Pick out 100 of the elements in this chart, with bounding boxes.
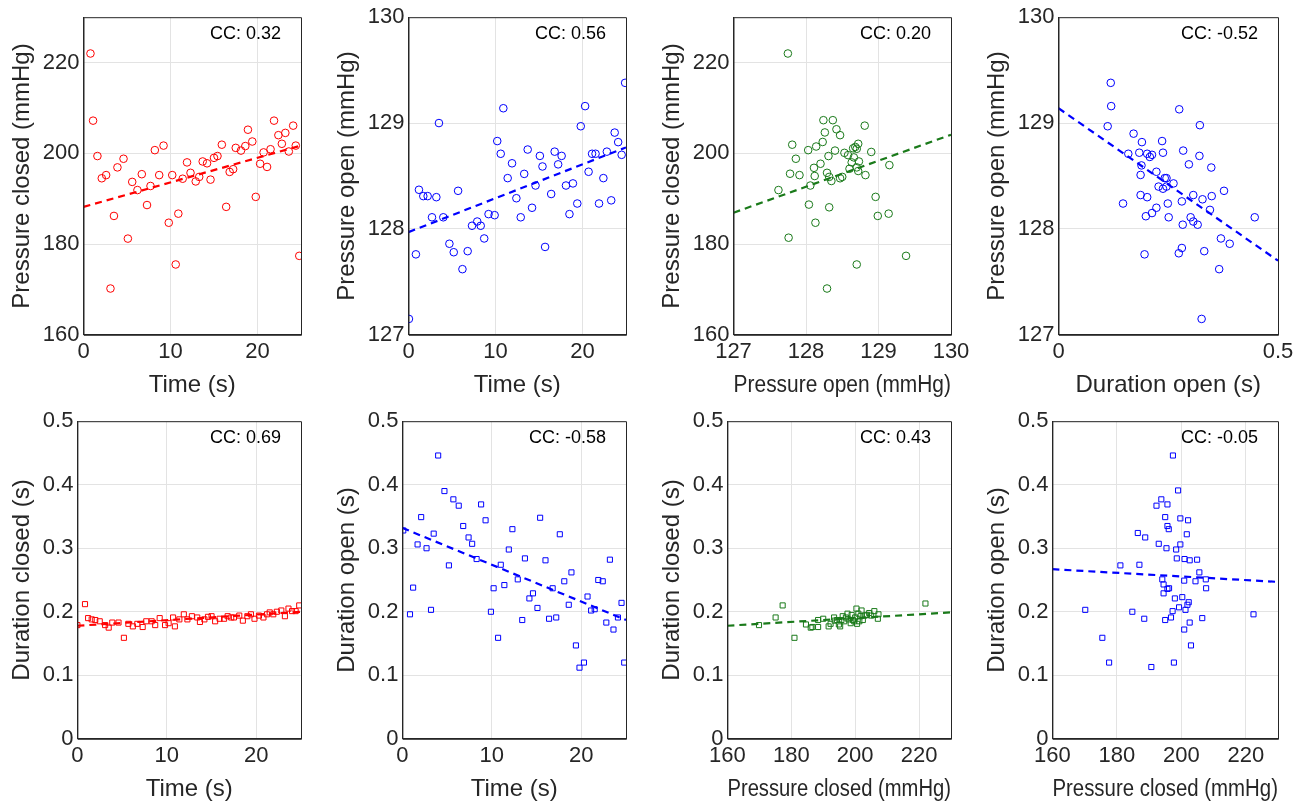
point — [835, 130, 845, 140]
point — [866, 609, 873, 617]
point — [565, 209, 574, 219]
point — [1106, 101, 1116, 111]
annotation: CC: 0.32 — [209, 23, 281, 44]
point — [423, 545, 430, 552]
point — [1195, 151, 1204, 161]
point — [803, 145, 813, 155]
point — [857, 613, 864, 620]
point — [184, 616, 191, 623]
y-tick-label: 0.2 — [1017, 597, 1049, 623]
point — [830, 146, 840, 155]
point — [1142, 534, 1149, 541]
x-tick-label: 200 — [836, 742, 874, 768]
point — [553, 160, 563, 169]
point — [591, 149, 600, 159]
point — [482, 517, 489, 524]
point — [1103, 121, 1112, 131]
point — [1167, 614, 1175, 621]
point — [828, 115, 838, 125]
point — [418, 514, 425, 521]
y-tick-label: 0.3 — [1017, 534, 1049, 560]
point — [1198, 194, 1207, 204]
point — [613, 137, 623, 147]
point — [561, 578, 568, 585]
point — [1179, 594, 1186, 601]
point — [521, 555, 528, 562]
x-axis-title: Pressure closed (mmHg) — [727, 774, 951, 802]
point — [840, 148, 849, 158]
point — [129, 623, 136, 630]
point — [783, 49, 793, 58]
point — [439, 212, 448, 222]
point — [1186, 212, 1195, 222]
point — [255, 612, 263, 619]
point — [458, 264, 467, 274]
y-tick-label: 0.1 — [367, 661, 399, 687]
point — [102, 622, 109, 629]
y-tick-label: 0.3 — [42, 534, 74, 560]
point — [584, 167, 593, 177]
point — [1140, 250, 1149, 259]
point — [1185, 517, 1192, 524]
point — [538, 162, 547, 171]
point — [427, 606, 435, 613]
annotation: CC: 0.56 — [534, 23, 606, 44]
point — [119, 154, 128, 164]
point — [1173, 546, 1180, 553]
point — [101, 170, 111, 180]
point — [861, 170, 870, 180]
point — [576, 664, 583, 671]
point — [171, 260, 181, 269]
point — [196, 618, 203, 625]
point — [427, 212, 437, 222]
point — [1177, 197, 1187, 206]
point — [844, 610, 851, 617]
x-tick-label: 0.5 — [1262, 338, 1294, 364]
point — [1186, 619, 1193, 626]
annotation: CC: 0.43 — [859, 427, 931, 448]
point — [225, 167, 234, 177]
point — [171, 623, 178, 630]
point — [292, 608, 299, 615]
point — [266, 144, 275, 154]
y-tick-label: 128 — [367, 215, 405, 240]
point — [106, 284, 115, 293]
y-tick-label: 0.3 — [367, 534, 399, 560]
point — [162, 622, 169, 629]
point — [1207, 191, 1217, 201]
point — [1158, 148, 1168, 158]
point — [96, 618, 103, 625]
point — [806, 181, 815, 190]
point — [259, 148, 268, 157]
point — [1124, 149, 1133, 159]
point — [1214, 264, 1224, 274]
point — [154, 170, 164, 180]
point — [1137, 161, 1146, 170]
x-axis-title: Time (s) — [145, 774, 233, 802]
point — [1186, 557, 1193, 564]
point — [1194, 556, 1201, 563]
point — [236, 146, 246, 155]
y-tick-label: 0.4 — [367, 470, 399, 496]
y-tick-label: 220 — [42, 48, 80, 74]
point — [824, 203, 834, 212]
point — [188, 613, 195, 620]
point — [1199, 615, 1206, 622]
point — [529, 590, 537, 597]
point — [866, 147, 876, 157]
point — [556, 531, 563, 538]
point — [1148, 663, 1155, 671]
point — [1155, 540, 1162, 547]
point — [1193, 220, 1202, 229]
point — [1192, 578, 1199, 585]
point — [296, 602, 301, 609]
y-tick-label: 200 — [692, 139, 730, 165]
point — [492, 136, 502, 146]
point — [1106, 659, 1113, 666]
point — [176, 616, 183, 623]
point — [125, 620, 132, 627]
point — [410, 584, 417, 591]
point — [1158, 496, 1165, 503]
x-axis-title: Pressure closed (mmHg) — [1052, 774, 1278, 802]
point — [516, 212, 526, 222]
